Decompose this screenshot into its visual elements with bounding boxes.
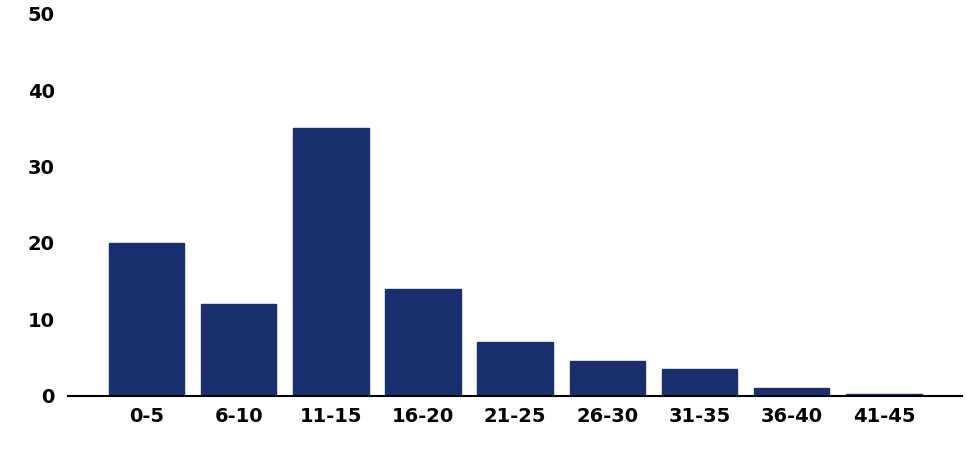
Bar (385, 289, 461, 396)
Bar (846, 394, 921, 396)
Bar (109, 243, 185, 396)
Bar (754, 388, 829, 396)
Bar (201, 304, 276, 396)
Bar (662, 369, 738, 396)
Bar (477, 342, 553, 396)
Bar (570, 361, 645, 396)
Bar (293, 128, 368, 396)
